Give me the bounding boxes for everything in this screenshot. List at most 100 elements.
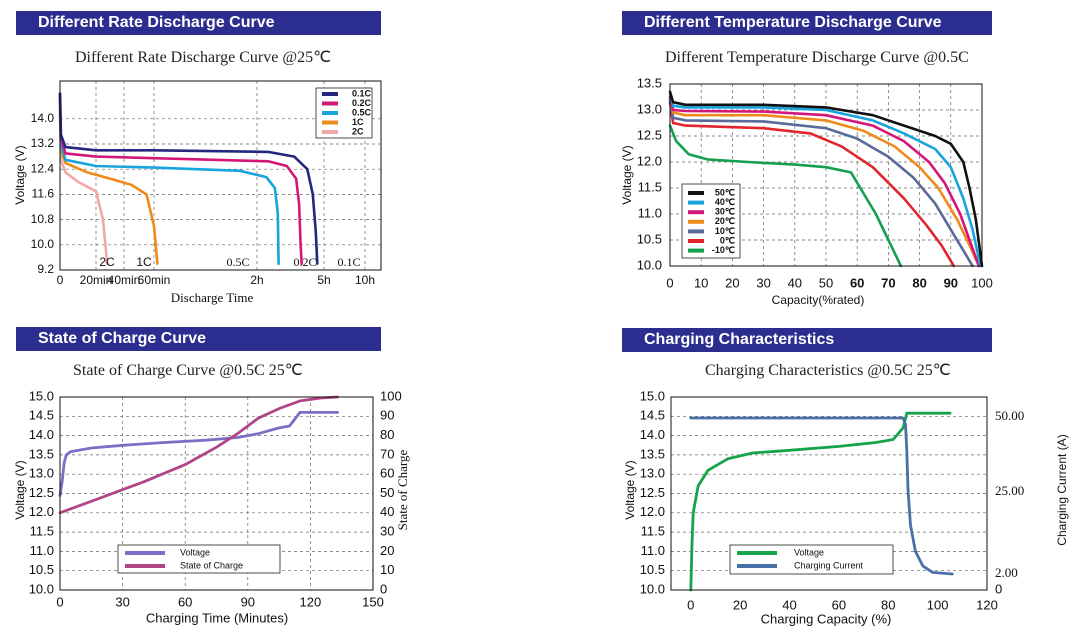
- soc-y2tick-8: 20: [380, 543, 394, 558]
- rate-curve-1c: [58, 104, 159, 266]
- temp-xtick-0: 0: [666, 275, 673, 290]
- rate-legend-label-0-5c: 0.5C: [352, 107, 372, 117]
- chg-curve-charging-current: [689, 416, 954, 576]
- soc-y2tick-3: 70: [380, 446, 394, 461]
- soc-ytick-6: 12.0: [29, 504, 54, 519]
- panel-3-banner: State of Charge Curve: [16, 327, 381, 351]
- chg-ytick-9: 10.5: [640, 562, 665, 577]
- rate-plot-frame: [59, 80, 382, 271]
- panel-1-subtitle: Different Rate Discharge Curve @25℃: [75, 49, 332, 66]
- temp-legend-swatch-30: [688, 210, 704, 215]
- rate-curve-2c: [58, 111, 109, 266]
- soc-curve-voltage: [58, 410, 339, 497]
- temp-xtick-1: 10: [694, 275, 708, 290]
- temp-legend-swatch-20: [688, 219, 704, 224]
- rate-curve-label-1c: 1C: [136, 255, 152, 269]
- rate-xtick-0: 0: [57, 273, 64, 287]
- chg-plot-frame: [670, 396, 988, 591]
- temp-curve-10: [668, 124, 903, 268]
- rate-ytick-1: 13.2: [31, 136, 55, 150]
- soc-ylabel: Voltage (V): [13, 460, 27, 519]
- rate-curve-0-1c: [58, 92, 319, 266]
- soc-y2tick-5: 50: [380, 485, 394, 500]
- rate-legend-swatch-0-5c: [322, 111, 338, 115]
- soc-xtick-0: 0: [56, 594, 63, 609]
- soc-ytick-1: 14.5: [29, 408, 54, 423]
- temp-xtick-3: 30: [756, 275, 770, 290]
- rate-xtick-6: 10h: [355, 273, 375, 287]
- temp-ytick-2: 12.5: [637, 127, 662, 142]
- panel-4-banner: Charging Characteristics: [622, 328, 992, 352]
- soc-legend-swatch-voltage: [125, 551, 165, 555]
- temp-plot-frame: [669, 83, 983, 267]
- chg-legend-swatch-voltage: [737, 551, 777, 555]
- chg-y2tick-1: 25.00: [995, 483, 1024, 498]
- rate-legend-swatch-0-1c: [322, 92, 338, 96]
- soc-xtick-2: 60: [178, 594, 192, 609]
- soc-ytick-10: 10.0: [29, 581, 54, 596]
- temp-curve-40: [668, 93, 982, 268]
- panel-1-banner: Different Rate Discharge Curve: [16, 11, 381, 35]
- chg-ytick-0: 15.0: [640, 388, 665, 403]
- soc-curve-state-of-charge: [58, 395, 339, 515]
- soc-legend-label-voltage: Voltage: [180, 547, 210, 557]
- temp-legend-swatch-0: [688, 239, 704, 243]
- temp-xtick-4: 40: [788, 275, 802, 290]
- chg-ytick-10: 10.0: [640, 581, 665, 596]
- chg-y2tick-2: 2.00: [995, 565, 1018, 580]
- chg-ytick-8: 11.0: [641, 543, 665, 558]
- temp-ytick-4: 11.5: [638, 179, 662, 194]
- rate-legend-swatch-2c: [322, 130, 338, 134]
- chg-legend-label-charging-current: Charging Current: [794, 560, 864, 570]
- temp-xtick-6: 60: [850, 275, 864, 290]
- rate-curve-0-5c: [58, 98, 280, 266]
- rate-xtick-2: 40min: [108, 273, 141, 287]
- rate-xtick-3: 60min: [138, 273, 171, 287]
- temp-legend-label-50: 50℃: [715, 187, 735, 197]
- soc-xtick-1: 30: [115, 594, 129, 609]
- soc-plot-frame: [59, 396, 374, 591]
- soc-ytick-7: 11.5: [30, 524, 54, 539]
- chg-xtick-1: 20: [733, 597, 747, 612]
- soc-y2label: State of Charge: [395, 449, 410, 530]
- chg-ytick-3: 13.5: [640, 446, 665, 461]
- chg-legend-label-voltage: Voltage: [794, 547, 824, 557]
- chg-y2label: Charging Current (A): [1055, 434, 1069, 545]
- temp-xtick-10: 100: [971, 275, 993, 290]
- soc-y2tick-10: 0: [380, 581, 387, 596]
- temp-legend-label-20: 20℃: [715, 216, 735, 226]
- soc-y2tick-6: 40: [380, 504, 394, 519]
- soc-legend-swatch-state-of-charge: [125, 564, 165, 568]
- rate-xtick-1: 20min: [80, 273, 113, 287]
- chg-ytick-6: 12.0: [640, 504, 665, 519]
- chg-xtick-0: 0: [687, 597, 694, 612]
- chg-xlabel: Charging Capacity (%): [761, 611, 892, 626]
- temp-legend-swatch-10: [688, 229, 704, 234]
- temp-legend-swatch-50: [688, 191, 704, 195]
- soc-legend-box: [117, 544, 281, 574]
- soc-ytick-8: 11.0: [30, 543, 54, 558]
- soc-y2tick-2: 80: [380, 427, 394, 442]
- chg-ytick-4: 13.0: [640, 466, 665, 481]
- temp-xtick-7: 70: [881, 275, 895, 290]
- panel-3-subtitle: State of Charge Curve @0.5C 25℃: [73, 362, 303, 379]
- soc-y2tick-1: 90: [380, 408, 394, 423]
- soc-xtick-4: 120: [300, 594, 322, 609]
- rate-ylabel: Voltage (V): [13, 145, 27, 204]
- temp-ytick-5: 11.0: [638, 205, 662, 220]
- rate-curve-0-2c: [58, 92, 304, 266]
- temp-xlabel: Capacity(%rated): [772, 293, 865, 307]
- temp-legend-label-40: 40℃: [715, 197, 735, 207]
- rate-ytick-6: 9.2: [37, 262, 54, 276]
- soc-y2tick-4: 60: [380, 466, 394, 481]
- chg-ytick-2: 14.0: [640, 427, 665, 442]
- temp-curve-0: [668, 100, 956, 268]
- temp-legend-label-30: 30℃: [715, 207, 735, 217]
- chg-ylabel: Voltage (V): [623, 460, 637, 519]
- panel-2-subtitle: Different Temperature Discharge Curve @0…: [665, 49, 969, 66]
- soc-xlabel: Charging Time (Minutes): [146, 610, 288, 625]
- rate-legend-swatch-0-2c: [322, 101, 338, 106]
- rate-legend-swatch-1c: [322, 120, 338, 125]
- chg-ytick-7: 11.5: [641, 524, 665, 539]
